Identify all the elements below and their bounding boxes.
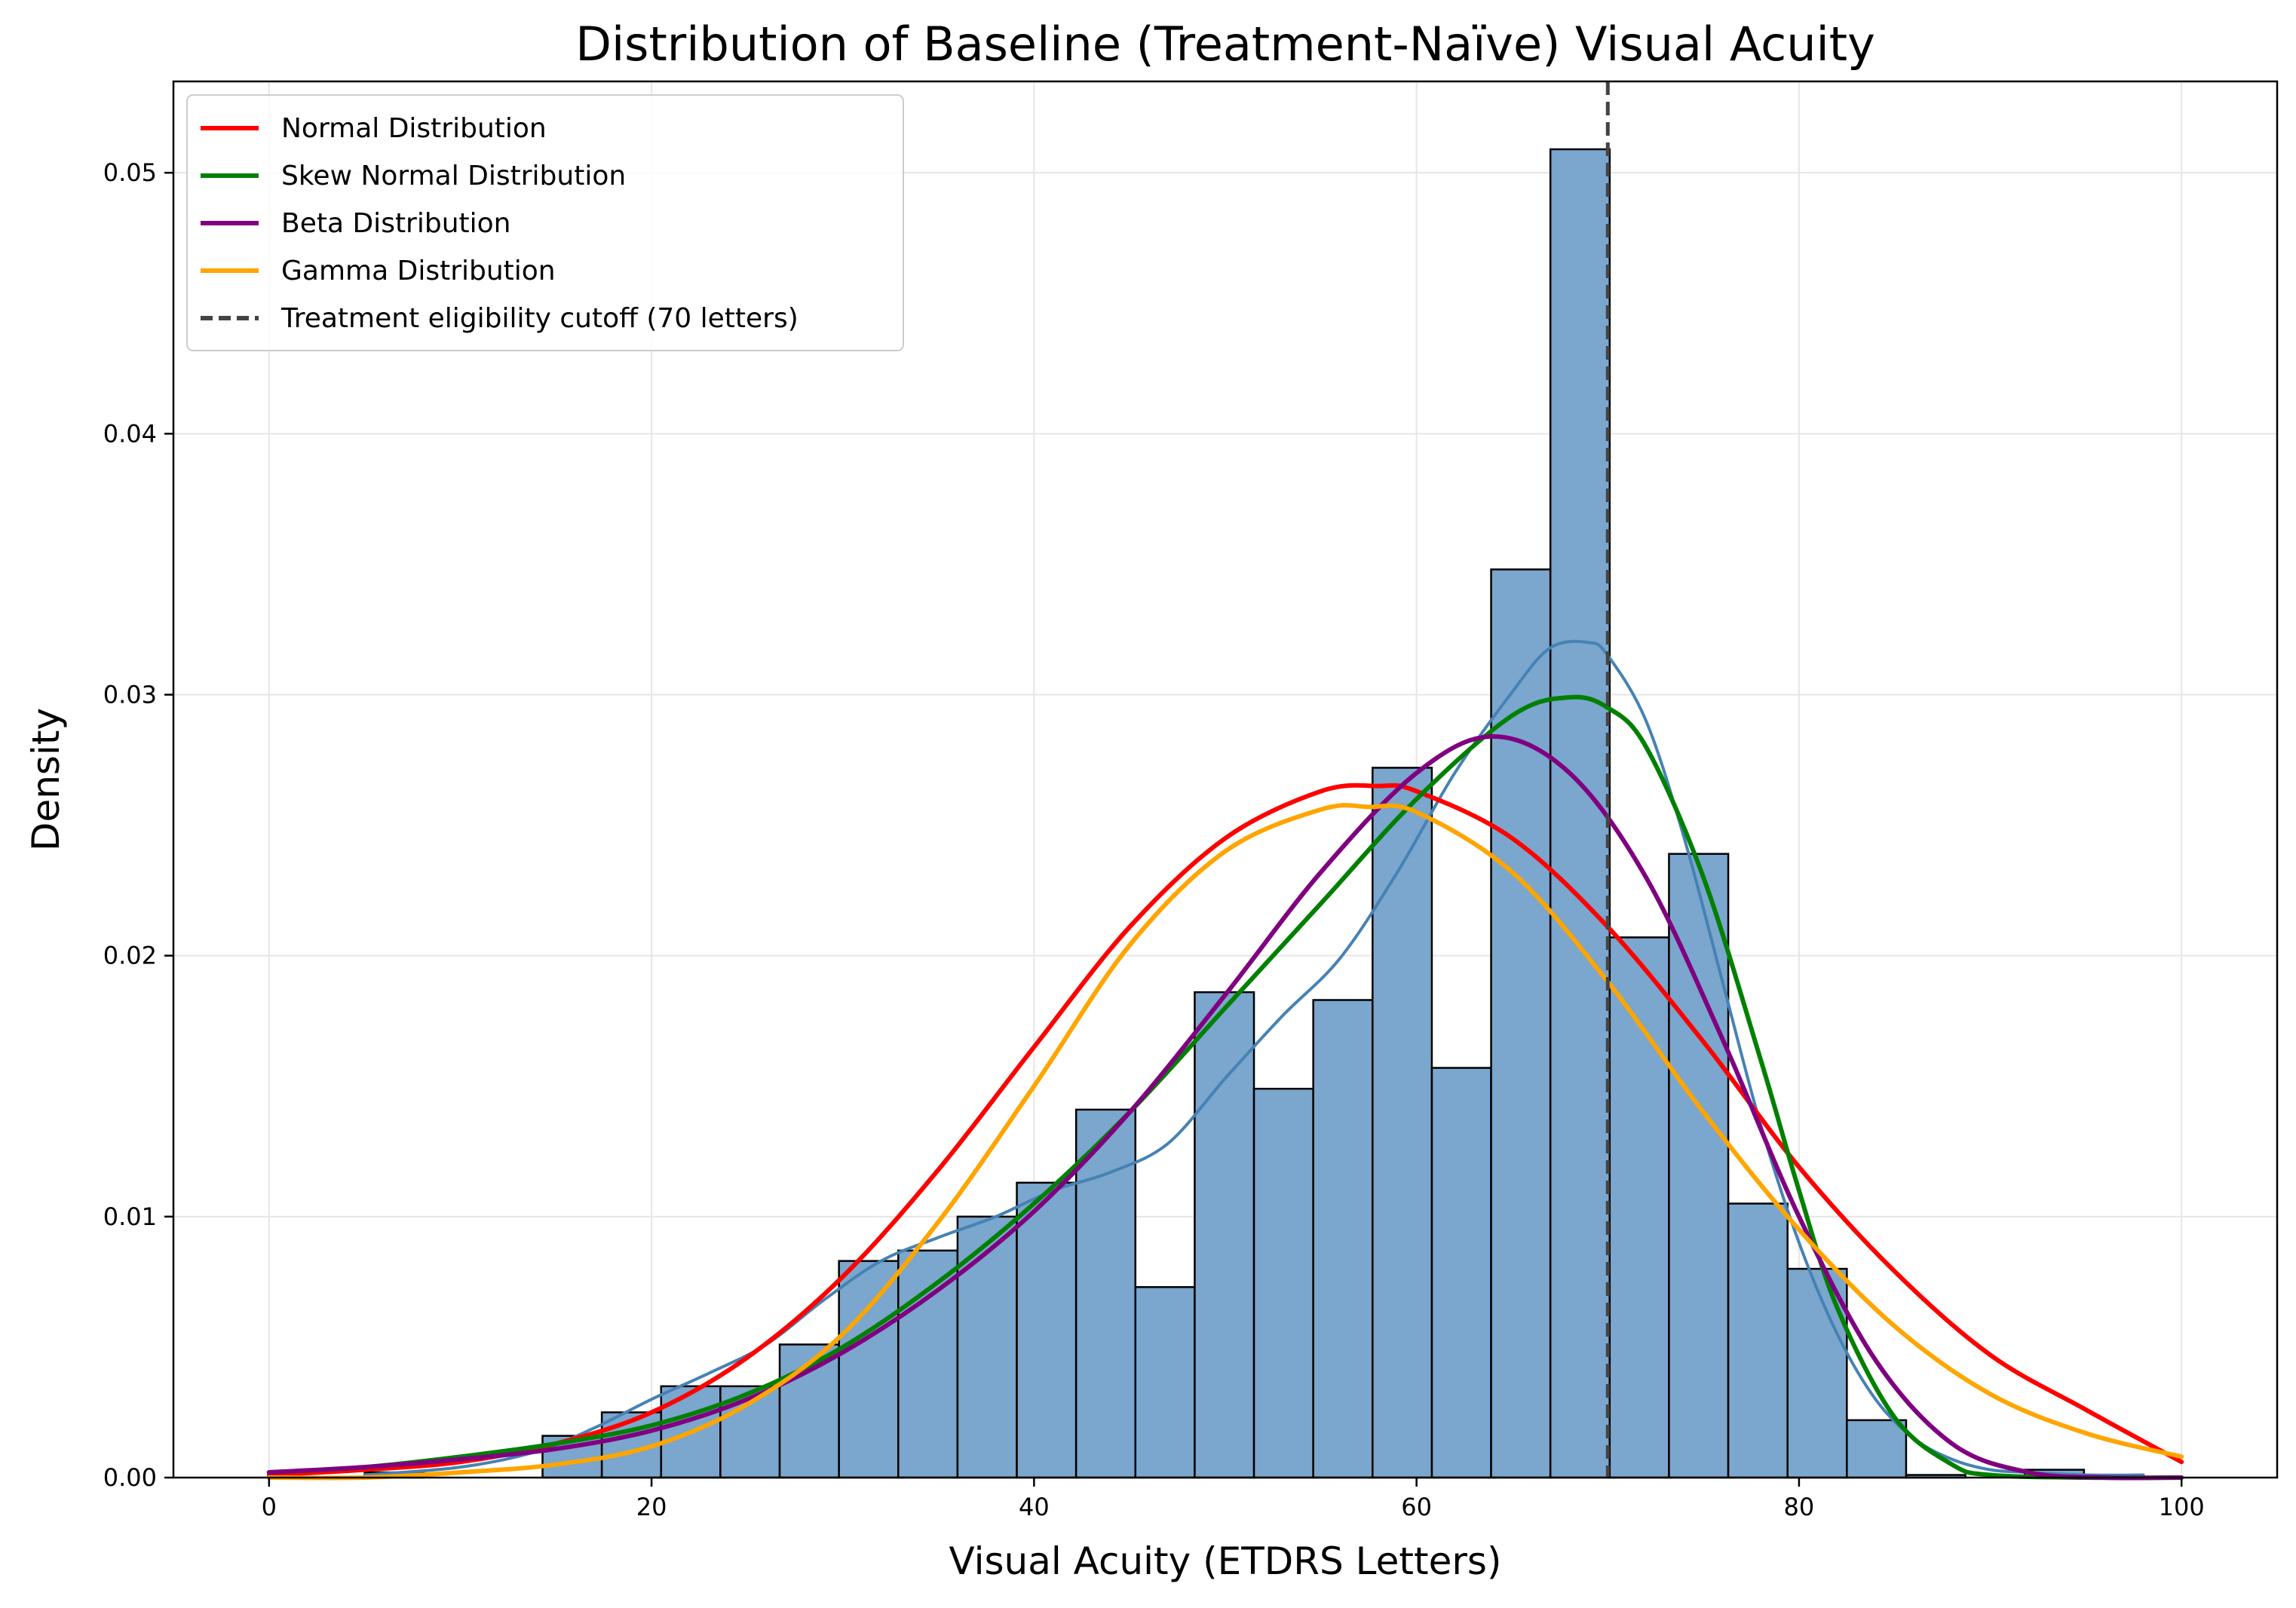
histogram-bar bbox=[1846, 1419, 1908, 1479]
histogram-bar bbox=[1372, 767, 1433, 1479]
y-axis-label: Density bbox=[24, 708, 68, 851]
histogram-bar bbox=[1312, 999, 1374, 1479]
y-tick-label: 0.02 bbox=[103, 942, 157, 970]
histogram-bar bbox=[1134, 1286, 1196, 1479]
histogram-bar bbox=[1549, 148, 1611, 1479]
x-tick-label: 100 bbox=[2159, 1493, 2205, 1521]
histogram-bar bbox=[838, 1260, 900, 1479]
legend-box bbox=[186, 94, 904, 351]
histogram-bar bbox=[1194, 991, 1255, 1479]
series-line-beta bbox=[266, 734, 2184, 1481]
legend-label: Treatment eligibility cutoff (70 letters… bbox=[280, 303, 799, 334]
legend-label: Skew Normal Distribution bbox=[281, 161, 626, 191]
x-tick-label: 0 bbox=[262, 1493, 277, 1521]
y-tick-label: 0.00 bbox=[103, 1463, 157, 1492]
series-line-skew-normal bbox=[266, 694, 2184, 1481]
x-axis-ticks: 0 20 40 60 80 100 bbox=[262, 1478, 2205, 1521]
x-tick-label: 40 bbox=[1019, 1493, 1050, 1521]
legend-label: Beta Distribution bbox=[281, 208, 511, 239]
legend-label: Gamma Distribution bbox=[281, 256, 556, 286]
legend-label: Normal Distribution bbox=[281, 113, 547, 144]
y-tick-label: 0.05 bbox=[103, 158, 157, 187]
histogram-bar bbox=[1430, 1067, 1492, 1479]
y-tick-label: 0.01 bbox=[103, 1202, 157, 1231]
series-line-normal bbox=[266, 783, 2184, 1478]
plot-frame bbox=[172, 80, 2279, 1479]
x-tick-label: 80 bbox=[1784, 1493, 1815, 1521]
series-line-gamma bbox=[266, 803, 2184, 1481]
chart-title: Distribution of Baseline (Treatment-Naïv… bbox=[575, 17, 1875, 72]
y-tick-label: 0.04 bbox=[103, 419, 157, 448]
histogram-bar bbox=[1016, 1181, 1077, 1479]
histogram-bar bbox=[1727, 1202, 1789, 1479]
histogram-bar bbox=[1074, 1108, 1137, 1479]
histogram-bar bbox=[1252, 1087, 1314, 1479]
histogram-bar bbox=[1668, 853, 1730, 1479]
grid-lines bbox=[173, 81, 2277, 1478]
y-axis-ticks: 0.00 0.01 0.02 0.03 0.04 0.05 bbox=[103, 158, 173, 1492]
x-tick-label: 20 bbox=[636, 1493, 667, 1521]
histogram-bar bbox=[1490, 568, 1552, 1479]
y-tick-label: 0.03 bbox=[103, 680, 157, 709]
legend: Normal Distribution Skew Normal Distribut… bbox=[186, 94, 904, 351]
x-axis-label: Visual Acuity (ETDRS Letters) bbox=[949, 1539, 1502, 1583]
x-tick-label: 60 bbox=[1401, 1493, 1432, 1521]
histogram-bar bbox=[1608, 936, 1670, 1479]
distribution-lines bbox=[266, 639, 2184, 1481]
histogram-bar bbox=[956, 1215, 1018, 1479]
histogram-bars bbox=[363, 148, 2086, 1479]
